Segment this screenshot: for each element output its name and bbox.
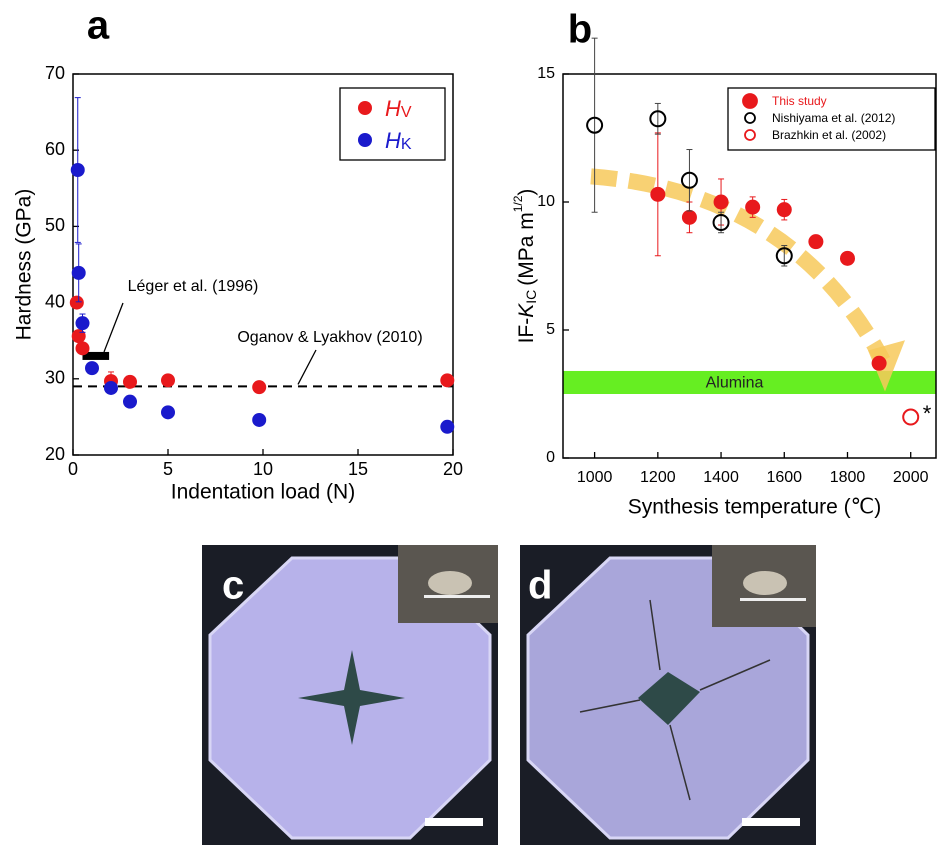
error-bar <box>591 37 598 213</box>
x-tick-label: 1400 <box>703 469 739 486</box>
data-point <box>123 374 137 389</box>
x-tick-label: 20 <box>443 459 463 479</box>
band-label: Alumina <box>706 375 764 392</box>
error-bar <box>654 102 661 135</box>
panel-label: c <box>222 564 244 608</box>
legend-marker <box>358 133 372 147</box>
legend-label: This study <box>772 94 827 108</box>
data-point <box>713 194 729 210</box>
legend-marker <box>744 112 756 124</box>
x-tick-label: 10 <box>253 459 273 479</box>
data-point <box>75 316 90 331</box>
data-point <box>902 408 920 426</box>
data-point <box>839 250 855 266</box>
micrograph-c: c <box>202 545 498 845</box>
marker-note: * <box>923 401 932 426</box>
text-part: (MPa m <box>515 212 538 286</box>
legend-label: Brazhkin et al. (2002) <box>772 128 886 142</box>
y-tick-label: 30 <box>45 368 65 388</box>
data-point <box>808 234 824 250</box>
data-point <box>70 163 85 178</box>
text-part: K <box>401 136 412 153</box>
data-point <box>71 329 86 344</box>
y-tick-label: 0 <box>546 449 555 466</box>
y-tick-label: 50 <box>45 215 65 235</box>
reference-band <box>563 370 936 394</box>
legend-marker <box>744 129 756 141</box>
trend-arrow <box>590 168 891 365</box>
x-tick-label: 1000 <box>577 469 613 486</box>
y-tick-label: 5 <box>546 321 555 338</box>
text-part: ) <box>515 189 538 196</box>
data-point <box>712 213 730 231</box>
data-point <box>69 295 84 310</box>
y-tick-label: 10 <box>537 193 555 210</box>
data-point <box>161 405 175 420</box>
legend-box <box>727 87 936 151</box>
data-point <box>649 110 667 128</box>
trend-arrowhead <box>868 340 905 392</box>
leader-line <box>103 302 124 353</box>
data-point <box>775 247 793 265</box>
x-tick-label: 1200 <box>640 469 676 486</box>
x-tick-label: 1800 <box>830 469 866 486</box>
data-point <box>161 373 175 388</box>
annotation: Léger et al. (1996) <box>128 278 259 295</box>
x-tick-label: 15 <box>348 459 368 479</box>
y-tick-label: 60 <box>45 139 65 159</box>
error-bar <box>686 149 693 212</box>
data-point <box>440 373 455 388</box>
x-tick-label: 2000 <box>893 469 929 486</box>
legend-label: Nishiyama et al. (2012) <box>772 111 895 125</box>
text-part: H <box>385 96 401 121</box>
data-point <box>650 186 666 202</box>
y-tick-label: 20 <box>45 444 65 464</box>
data-point <box>252 380 267 395</box>
data-point <box>680 171 698 189</box>
text-part: IF- <box>515 318 538 344</box>
panel-label: a <box>87 4 110 48</box>
legend-label: HV <box>385 96 412 121</box>
data-point <box>85 361 99 376</box>
panel-label: b <box>568 8 592 52</box>
y-axis-label: IF-KIC (MPa m1/2) <box>511 189 539 344</box>
micrograph-d: d <box>520 545 816 845</box>
legend-marker <box>358 101 372 115</box>
data-point <box>586 116 604 134</box>
y-tick-label: 70 <box>45 63 65 83</box>
panel-label: d <box>528 564 552 608</box>
reference-range <box>82 351 110 360</box>
x-axis-label: Indentation load (N) <box>171 481 355 504</box>
leader-line <box>297 349 317 385</box>
data-point <box>440 419 455 434</box>
legend-box <box>339 87 446 161</box>
data-point <box>871 355 887 371</box>
data-point <box>75 341 90 356</box>
data-point <box>776 202 792 218</box>
text-part: H <box>385 128 401 153</box>
y-axis-label: Hardness (GPa) <box>13 189 36 341</box>
data-point <box>104 380 118 395</box>
text-part: K <box>515 303 538 318</box>
data-point <box>123 394 137 409</box>
legend-label: HK <box>385 128 412 153</box>
text-part: 1/2 <box>511 195 525 212</box>
x-axis-label: Synthesis temperature (℃) <box>628 496 882 519</box>
text-part: V <box>401 104 412 121</box>
data-point <box>745 199 761 215</box>
data-point <box>71 265 86 280</box>
y-tick-label: 40 <box>45 291 65 311</box>
x-tick-label: 1600 <box>766 469 802 486</box>
legend-marker <box>742 93 758 109</box>
y-tick-label: 15 <box>537 65 555 82</box>
data-point <box>681 209 697 225</box>
text-part: IC <box>523 290 539 304</box>
data-point <box>252 412 267 427</box>
x-tick-label: 5 <box>163 459 173 479</box>
annotation: Oganov & Lyakhov (2010) <box>237 329 422 346</box>
x-tick-label: 0 <box>68 459 78 479</box>
plot-frame <box>562 73 937 459</box>
